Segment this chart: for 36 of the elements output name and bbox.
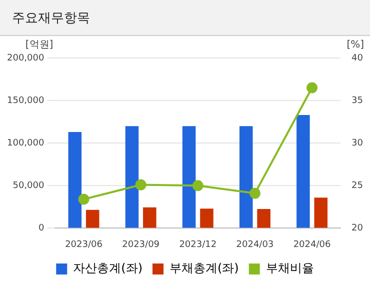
bar: [296, 115, 310, 228]
x-tick-label: 2023/09: [122, 240, 160, 250]
point: [135, 179, 146, 190]
y-tick-label: 100,000: [7, 138, 44, 148]
chart-title: 주요재무항목: [0, 0, 370, 36]
point: [249, 188, 260, 199]
y2-tick-label: 40: [352, 53, 364, 64]
bar: [257, 209, 270, 228]
x-tick-label: 2024/03: [236, 240, 274, 250]
y2-tick-label: 30: [352, 138, 364, 148]
y-tick-label: 50,000: [12, 180, 44, 191]
y-tick-label: 0: [38, 224, 44, 234]
y2-axis-title: [%]: [346, 40, 364, 51]
bar: [143, 207, 156, 228]
bar: [200, 208, 214, 228]
legend-label: 자산총계(좌): [73, 261, 143, 276]
legend-label: 부채총계(좌): [170, 261, 239, 276]
bar: [125, 126, 139, 228]
bar: [86, 210, 100, 228]
y2-tick-label: 25: [352, 180, 363, 191]
y2-tick-label: 20: [352, 224, 364, 234]
point: [306, 82, 318, 94]
legend-label: 부채비율: [266, 261, 314, 276]
x-tick-label: 2023/12: [179, 240, 217, 250]
point: [78, 194, 90, 205]
bar: [239, 126, 253, 228]
bar: [182, 126, 196, 228]
y-tick-label: 200,000: [7, 53, 44, 64]
bar: [314, 198, 328, 228]
y2-tick-label: 35: [352, 96, 363, 106]
y-tick-label: 150,000: [7, 96, 44, 106]
x-tick-label: 2023/06: [65, 240, 103, 250]
bar: [68, 132, 82, 228]
point: [192, 180, 204, 192]
x-tick-label: 2024/06: [293, 240, 331, 250]
y-axis-title: [억원]: [25, 40, 54, 51]
